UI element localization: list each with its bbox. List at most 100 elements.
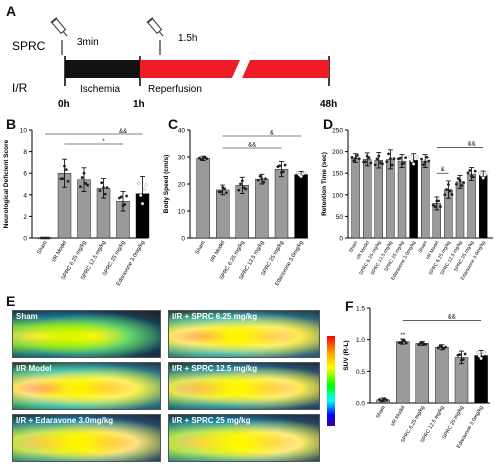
data-point [237,188,241,192]
x-tick-label: Sham [348,240,359,254]
data-point [483,173,487,177]
bar [386,159,395,239]
pet-row-sham [12,310,161,358]
data-point [354,156,357,160]
y-tick-label: 1.5 [356,306,365,313]
data-point [356,154,359,157]
pet-label-edaravone: I/R + Edaravone 3.0mg/kg [16,416,114,425]
y-tick-label: 20 [178,182,186,189]
panel-label-f: F [345,298,354,314]
data-point [466,171,470,175]
data-point [80,176,84,179]
data-point [460,184,464,187]
data-point [455,182,458,186]
y-tick-label: 50 [336,214,344,221]
y-tick-label: 100 [332,192,343,199]
data-point [367,156,371,160]
data-point [364,160,367,164]
y-tick-label: 0.5 [356,369,365,376]
data-point [404,341,408,345]
data-point [389,157,392,160]
panel-label-d: D [323,116,334,132]
syringe-icon [146,17,164,37]
reperfusion-bar-1 [140,60,240,78]
reperfusion-bar-2 [242,60,329,78]
y-tick-label: 40 [178,128,186,135]
syringe-icon [50,17,68,37]
data-point [98,189,102,192]
pet-label-sprc-125: I/R + SPRC 12.5 mg/kg [172,364,258,373]
data-point [224,191,228,195]
data-point [385,398,389,402]
y-axis-label: Retention Time (sec) [321,152,328,216]
data-point [258,174,262,178]
data-point [444,345,447,349]
pet-row-sprc-125 [168,362,320,410]
data-point [462,181,465,184]
data-point [479,356,483,361]
bar [455,181,465,239]
ischemia-label: Ischemia [80,84,120,95]
data-point [105,186,109,190]
bar [216,189,230,239]
data-point [461,358,465,361]
data-point [473,169,477,173]
data-point [472,175,475,179]
data-point [47,236,50,240]
pet-row-ir-model [12,362,161,410]
data-point [410,159,414,163]
data-point [144,183,148,187]
data-point [475,350,480,355]
data-point [481,176,485,180]
bar [294,174,308,239]
time-0h: 0h [58,99,70,110]
x-tick-label: Sham [36,240,49,256]
data-point [381,162,384,166]
bar [474,355,488,404]
y-tick-label: 0.0 [356,401,365,408]
data-point [420,157,423,161]
data-point [299,174,303,179]
data-point [440,345,444,349]
data-point [436,346,440,350]
data-point [295,170,300,175]
data-point [392,157,396,161]
data-point [442,347,446,351]
y-tick-label: 30 [178,155,186,162]
timeline-diagram: SPRC I/R 3min 1.5h Ischemia Reperfusion … [12,17,337,110]
ir-row-label: I/R [12,81,28,95]
bar [409,160,418,239]
data-point [385,160,389,163]
data-point [422,163,425,167]
data-point [100,181,104,185]
data-point [262,180,266,184]
pet-row-sprc-625 [168,310,320,358]
significance-label: && [119,129,127,135]
y-tick-label: 2 [23,214,27,221]
data-point [283,163,287,167]
reperfusion-label: Reperfusion [148,84,202,95]
data-point [427,159,431,163]
pet-color-scale-bar [327,336,335,426]
data-point [140,202,145,206]
y-tick-label: 0 [23,236,27,243]
data-point [411,162,416,166]
panel-label-c: C [168,116,179,132]
data-point [404,156,407,160]
data-point [63,164,66,168]
data-point [219,190,223,194]
data-point [82,171,86,175]
data-point [477,171,482,175]
data-point [437,199,440,203]
data-point [387,152,390,156]
data-point [425,155,429,159]
y-tick-label: 10 [178,209,186,216]
reperfusion-break [232,60,250,78]
data-point [458,178,462,182]
data-point [239,182,242,186]
data-point [403,339,406,343]
y-tick-label: 6 [23,171,27,178]
data-point [402,161,406,165]
